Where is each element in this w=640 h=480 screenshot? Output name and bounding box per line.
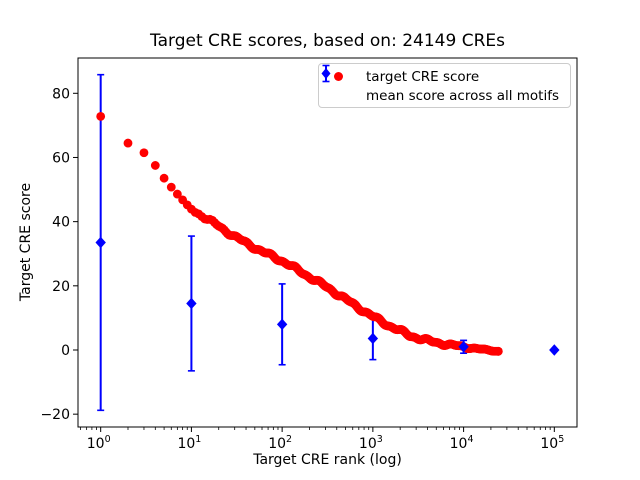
- y-axis-label: Target CRE score: [18, 182, 34, 302]
- y-tick-label: 80: [52, 86, 70, 102]
- legend-entry: mean score across all motifs: [319, 64, 570, 105]
- y-tick-label: 20: [52, 279, 70, 295]
- mean-score-diamonds: [95, 236, 560, 356]
- x-tick-label: 100: [87, 434, 111, 452]
- x-tick-label: 103: [359, 434, 383, 452]
- target-cre-score-series: [96, 111, 503, 356]
- x-tick-label: 104: [450, 434, 474, 452]
- x-axis-ticks: 100 101 102 103 104 105: [80, 427, 564, 452]
- mean-score-diamond: [186, 297, 197, 310]
- mean-score-diamond: [549, 344, 560, 356]
- mean-score-diamond: [95, 236, 106, 249]
- y-tick-label: −20: [40, 407, 70, 423]
- mean-score-diamond: [276, 318, 288, 331]
- y-tick-label: 60: [52, 150, 70, 166]
- x-tick-label: 101: [177, 434, 201, 452]
- chart-title: Target CRE scores, based on: 24149 CREs: [150, 31, 505, 51]
- legend: target CRE score mean score across all m…: [318, 63, 571, 108]
- red-circle-marker-icon: [319, 72, 357, 81]
- mean-score-diamond: [458, 341, 469, 353]
- x-axis-label: Target CRE rank (log): [253, 452, 402, 468]
- x-tick-label: 105: [540, 434, 564, 452]
- y-axis-ticks: −20 0 20 40 60 80: [40, 86, 78, 423]
- legend-entry: target CRE score: [319, 67, 570, 86]
- y-tick-label: 40: [52, 215, 70, 231]
- x-tick-label: 102: [268, 434, 292, 452]
- legend-entry-label: target CRE score: [366, 68, 480, 85]
- mean-score-diamond: [367, 332, 379, 345]
- legend-entry-label: mean score across all motifs: [366, 87, 560, 104]
- plot-frame: [77, 57, 578, 428]
- y-tick-label: 0: [61, 343, 70, 359]
